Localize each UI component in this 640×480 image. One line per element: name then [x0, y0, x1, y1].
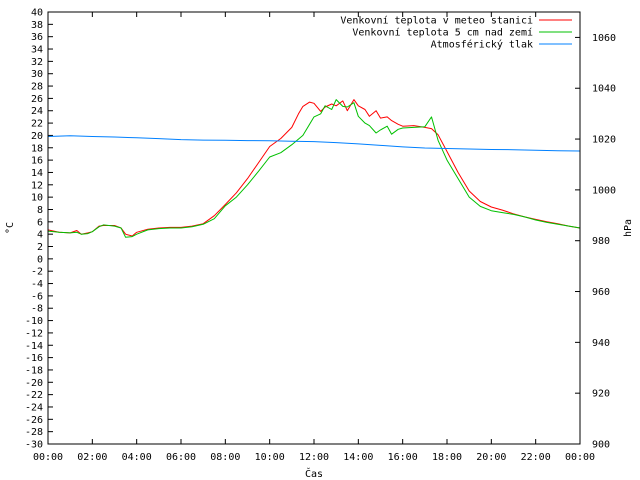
x-tick-label: 02:00 [77, 452, 107, 463]
y-tick-label: -24 [25, 402, 43, 413]
y-tick-label: -10 [25, 316, 43, 327]
y-tick-label: 24 [31, 106, 43, 117]
y2-tick-label: 980 [592, 236, 610, 247]
y2-tick-label: 960 [592, 287, 610, 298]
y2-tick-label: 900 [592, 440, 610, 451]
y-tick-label: -26 [25, 415, 43, 426]
y-tick-label: 18 [31, 143, 43, 154]
y-tick-label: -20 [25, 378, 43, 389]
y-tick-label: 2 [37, 242, 43, 253]
legend-label-3: Atmosférický tlak [431, 39, 533, 51]
y-tick-label: -28 [25, 427, 43, 438]
x-tick-label: 12:00 [299, 452, 329, 463]
y-tick-label: 36 [31, 32, 43, 43]
series-line-1 [47, 99, 581, 237]
y-tick-label: 34 [31, 45, 43, 56]
y-tick-label: -18 [25, 365, 43, 376]
y-axis-label: °C [5, 222, 16, 234]
y-tick-label: -22 [25, 390, 43, 401]
y-tick-label: 8 [37, 205, 43, 216]
y-tick-label: 38 [31, 20, 43, 31]
y-tick-label: 30 [31, 69, 43, 80]
y-tick-label: 0 [37, 254, 43, 265]
y-tick-label: -30 [25, 440, 43, 451]
y-tick-label: 26 [31, 94, 43, 105]
y-tick-label: 28 [31, 82, 43, 93]
y-tick-label: 14 [31, 168, 43, 179]
y-tick-label: 22 [31, 119, 43, 130]
y-tick-label: 16 [31, 156, 43, 167]
y-tick-label: 10 [31, 193, 43, 204]
series-layer [47, 99, 581, 238]
x-tick-label: 10:00 [255, 452, 285, 463]
x-tick-label: 08:00 [210, 452, 240, 463]
legend-label-2: Venkovní teplota 5 cm nad zemí [352, 27, 533, 39]
x-tick-label: 04:00 [122, 452, 152, 463]
y-tick-label: 40 [31, 8, 43, 19]
x-tick-label: 14:00 [343, 452, 373, 463]
x-tick-label: 16:00 [388, 452, 418, 463]
y2-tick-label: 1040 [592, 84, 616, 95]
x-tick-label: 00:00 [565, 452, 595, 463]
y-tick-label: 32 [31, 57, 43, 68]
y2-tick-label: 1060 [592, 33, 616, 44]
legend: Venkovní teplota v meteo staniciVenkovní… [340, 15, 572, 51]
y-tick-label: 4 [37, 230, 43, 241]
y-tick-label: -4 [31, 279, 43, 290]
y2-axis-label: hPa [623, 219, 634, 237]
legend-label-1: Venkovní teplota v meteo stanici [340, 15, 533, 27]
x-tick-label: 00:00 [33, 452, 63, 463]
y-tick-label: -14 [25, 341, 43, 352]
y-tick-label: 12 [31, 180, 43, 191]
y2-tick-label: 1000 [592, 185, 616, 196]
y-tick-label: -16 [25, 353, 43, 364]
y-tick-label: -2 [31, 267, 43, 278]
series-line-2 [47, 99, 581, 238]
x-tick-label: 06:00 [166, 452, 196, 463]
x-tick-label: 18:00 [432, 452, 462, 463]
y-tick-label: 6 [37, 217, 43, 228]
x-tick-label: 22:00 [521, 452, 551, 463]
ticks-layer: 00:00 02:00 04:00 06:00 08:00 10:00 12:00 14:00… [25, 8, 616, 464]
x-tick-label: 20:00 [476, 452, 506, 463]
x-axis-label: Čas [305, 467, 323, 480]
y-tick-label: 20 [31, 131, 43, 142]
plot-frame [47, 11, 581, 445]
y-tick-label: -12 [25, 328, 43, 339]
y2-tick-label: 1020 [592, 135, 616, 146]
y2-tick-label: 940 [592, 338, 610, 349]
y-tick-label: -8 [31, 304, 43, 315]
y-tick-label: -6 [31, 291, 43, 302]
y2-tick-label: 920 [592, 389, 610, 400]
series-line-3 [47, 135, 581, 152]
